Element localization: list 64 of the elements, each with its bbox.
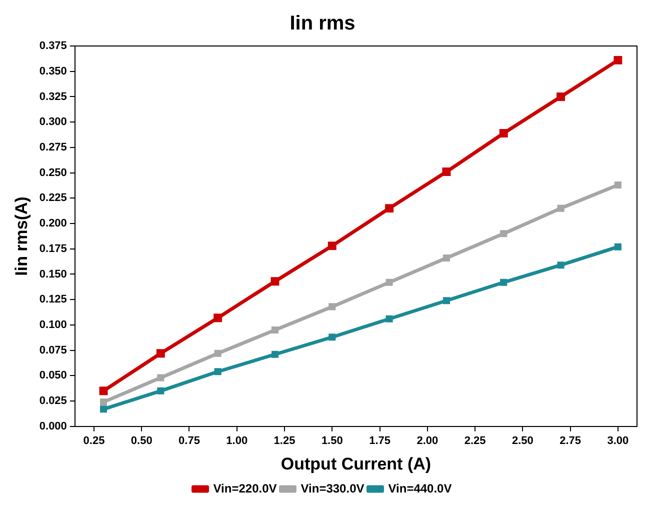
point: [385, 204, 394, 213]
point: [557, 262, 564, 269]
y-tick-label: 0.325: [39, 90, 67, 103]
y-tick-label: 0.025: [39, 395, 67, 408]
point: [442, 254, 450, 262]
y-tick-label: 0.375: [39, 40, 67, 52]
x-axis-title: Output Current (A): [280, 454, 432, 474]
point: [271, 350, 279, 358]
point: [271, 326, 279, 334]
point: [328, 242, 336, 250]
point: [386, 278, 393, 286]
point: [442, 168, 451, 176]
x-tick-label: 0.50: [130, 435, 152, 448]
x-tick-label: 1.25: [274, 435, 296, 448]
y-tick-label: 0.050: [39, 370, 67, 382]
y-tick-label: 0.000: [39, 420, 67, 432]
point: [442, 297, 450, 304]
point: [100, 406, 108, 413]
point: [614, 56, 622, 64]
point: [328, 334, 336, 341]
point: [614, 181, 622, 188]
point: [386, 315, 393, 322]
x-tick-label: 2.75: [560, 435, 582, 448]
y-tick-label: 0.075: [39, 344, 67, 356]
point: [157, 374, 164, 382]
point: [99, 386, 108, 396]
point: [214, 350, 222, 357]
point: [499, 129, 508, 138]
point: [214, 314, 222, 322]
legend-label: Vin=220.0V: [213, 481, 277, 496]
x-tick-label: 1.50: [321, 435, 343, 448]
x-tick-label: 2.50: [512, 435, 534, 448]
y-tick-label: 0.225: [39, 192, 67, 204]
legend-label: Vin=440.0V: [388, 481, 452, 496]
point: [328, 303, 336, 310]
point: [270, 277, 280, 286]
point: [156, 349, 165, 358]
x-tick-label: 2.25: [464, 435, 486, 448]
y-tick-label: 0.250: [39, 166, 67, 179]
x-tick-label: 2.00: [416, 435, 438, 448]
point: [500, 230, 508, 238]
point: [500, 278, 508, 286]
y-tick-label: 0.100: [39, 318, 67, 331]
x-tick-label: 0.25: [83, 435, 105, 448]
point: [214, 368, 222, 376]
point: [556, 92, 566, 101]
y-tick-label: 0.125: [39, 294, 67, 306]
x-tick-label: 1.00: [226, 435, 248, 448]
legend-label: Vin=330.0V: [300, 481, 364, 496]
point: [614, 243, 622, 250]
x-tick-label: 3.00: [607, 435, 629, 448]
y-tick-label: 0.350: [39, 65, 67, 78]
point: [100, 398, 108, 406]
y-tick-label: 0.200: [39, 218, 67, 230]
y-tick-label: 0.175: [39, 242, 67, 255]
y-tick-label: 0.300: [39, 116, 67, 128]
x-tick-label: 1.75: [369, 435, 390, 448]
chart-title: Iin rms: [290, 12, 356, 35]
point: [157, 387, 164, 394]
y-tick-label: 0.275: [39, 141, 67, 154]
x-tick-label: 0.75: [178, 435, 200, 448]
point: [557, 204, 564, 212]
y-axis-title: Iin rms(A): [12, 196, 31, 276]
y-tick-label: 0.150: [39, 268, 67, 280]
